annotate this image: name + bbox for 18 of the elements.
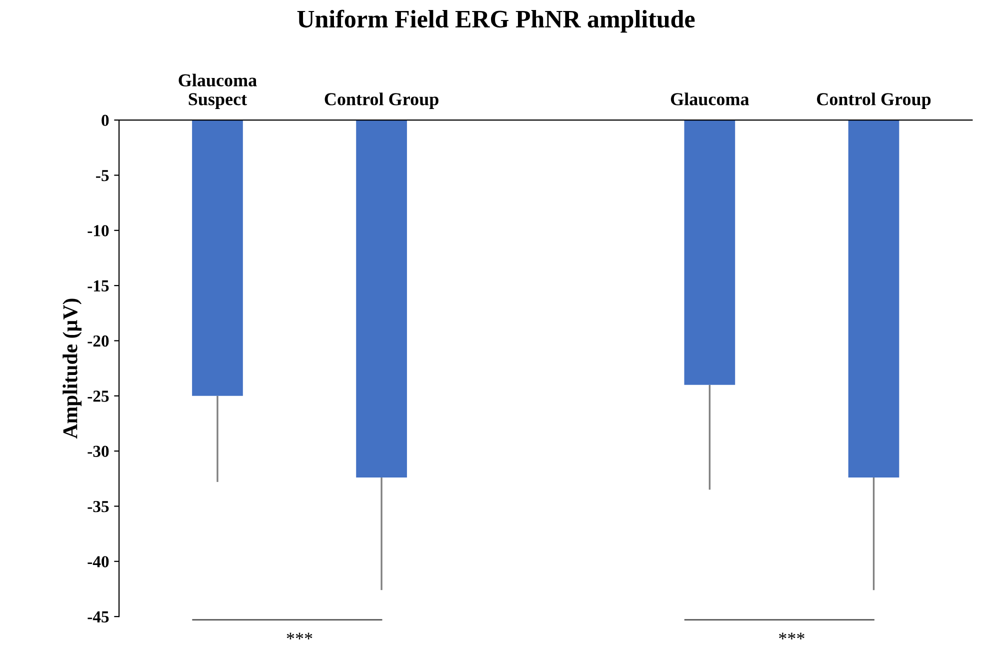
chart-title: Uniform Field ERG PhNR amplitude [297, 10, 695, 33]
y-tick-label: -20 [88, 335, 109, 347]
text: *** [286, 632, 312, 640]
y-tick-label: -30 [88, 446, 109, 457]
x-tick-label: Control Group [324, 92, 438, 109]
y-tick-label: -15 [88, 280, 109, 292]
text: *** [779, 632, 804, 640]
y-tick-label: -45 [88, 611, 109, 622]
y-tick-label: 0 [102, 114, 109, 126]
x-tick-label: Glaucoma Suspect [178, 74, 257, 109]
x-tick-label: Glaucoma [670, 92, 750, 106]
y-tick-label: -40 [88, 556, 109, 568]
y-tick-label: -25 [88, 390, 109, 402]
y-tick-label: -35 [88, 500, 109, 512]
y-tick-label: -5 [96, 170, 109, 182]
y-tick-label: -10 [88, 225, 109, 236]
y-axis-title: Amplitude (µV) [62, 298, 82, 439]
x-tick-label: Control Group [816, 92, 931, 109]
